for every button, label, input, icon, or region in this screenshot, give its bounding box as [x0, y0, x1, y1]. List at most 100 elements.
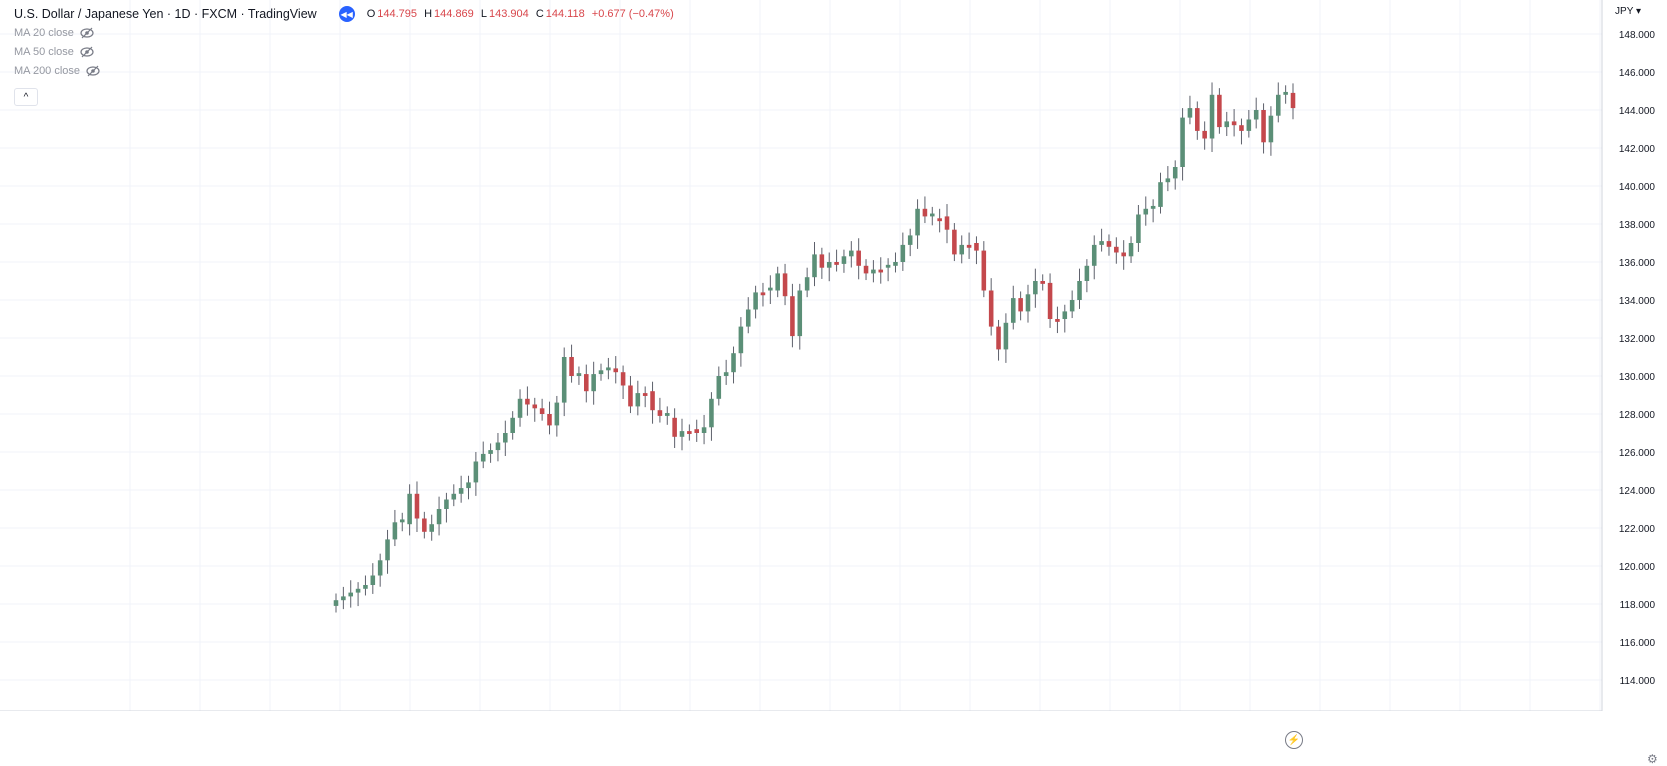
- candle[interactable]: [834, 249, 839, 272]
- gear-icon[interactable]: ⚙: [1647, 752, 1658, 766]
- candle[interactable]: [1010, 285, 1016, 330]
- candle[interactable]: [1180, 108, 1185, 181]
- lightning-icon[interactable]: ⚡: [1285, 731, 1303, 749]
- candle[interactable]: [436, 496, 442, 536]
- candle[interactable]: [885, 258, 891, 282]
- candle[interactable]: [1239, 118, 1244, 145]
- candle[interactable]: [598, 363, 604, 381]
- eye-crossed-icon[interactable]: [80, 27, 94, 39]
- candle[interactable]: [480, 441, 486, 469]
- candle[interactable]: [606, 357, 611, 380]
- candle[interactable]: [584, 364, 589, 403]
- candle[interactable]: [731, 346, 736, 384]
- candle[interactable]: [392, 509, 398, 547]
- candle[interactable]: [1018, 291, 1023, 321]
- candle[interactable]: [723, 359, 729, 385]
- candle[interactable]: [1209, 82, 1215, 152]
- candle[interactable]: [1121, 240, 1126, 270]
- candle[interactable]: [782, 263, 788, 306]
- candle[interactable]: [922, 196, 928, 224]
- candle[interactable]: [1055, 306, 1060, 334]
- eye-crossed-icon[interactable]: [86, 65, 100, 77]
- candle[interactable]: [1283, 85, 1288, 104]
- candle[interactable]: [1136, 205, 1141, 252]
- candle[interactable]: [1150, 199, 1156, 223]
- candle[interactable]: [944, 204, 950, 244]
- candle[interactable]: [1195, 101, 1200, 140]
- candle[interactable]: [385, 529, 390, 574]
- candle[interactable]: [959, 235, 965, 264]
- candle[interactable]: [687, 424, 692, 441]
- candle[interactable]: [1047, 273, 1053, 328]
- candle[interactable]: [503, 420, 508, 456]
- time-axis[interactable]: [0, 711, 1667, 760]
- candle[interactable]: [981, 241, 987, 298]
- candle[interactable]: [1246, 110, 1252, 138]
- candle[interactable]: [753, 285, 758, 319]
- candle[interactable]: [915, 199, 920, 249]
- candle[interactable]: [760, 282, 766, 307]
- candle[interactable]: [355, 582, 361, 607]
- candle[interactable]: [1091, 235, 1097, 280]
- candle[interactable]: [1261, 103, 1266, 154]
- candle[interactable]: [1202, 121, 1207, 150]
- candle[interactable]: [790, 283, 795, 348]
- candle[interactable]: [856, 238, 861, 280]
- candle[interactable]: [569, 344, 574, 383]
- candle[interactable]: [532, 397, 538, 422]
- candle[interactable]: [1268, 106, 1274, 156]
- candle[interactable]: [974, 236, 979, 265]
- candle[interactable]: [1033, 268, 1038, 308]
- candle[interactable]: [988, 278, 994, 336]
- candle[interactable]: [539, 398, 545, 421]
- ma-20-row[interactable]: MA 20 close: [14, 27, 94, 39]
- candle[interactable]: [937, 208, 942, 233]
- candle[interactable]: [930, 206, 935, 226]
- candle[interactable]: [1069, 290, 1075, 319]
- candle[interactable]: [341, 586, 346, 610]
- candle[interactable]: [591, 361, 596, 405]
- candle[interactable]: [1003, 313, 1009, 363]
- candle[interactable]: [348, 580, 354, 608]
- candle[interactable]: [819, 247, 825, 279]
- currency-selector[interactable]: JPY ▾: [1615, 6, 1641, 17]
- candle[interactable]: [775, 266, 780, 298]
- candle[interactable]: [429, 514, 434, 541]
- candle[interactable]: [1084, 259, 1090, 293]
- candle[interactable]: [620, 365, 626, 399]
- candle[interactable]: [576, 366, 582, 385]
- candle[interactable]: [878, 257, 884, 284]
- candle[interactable]: [716, 366, 722, 406]
- candle[interactable]: [826, 252, 832, 282]
- candle[interactable]: [1290, 83, 1296, 120]
- candle[interactable]: [900, 232, 906, 271]
- candle[interactable]: [1128, 236, 1134, 263]
- candle[interactable]: [333, 593, 339, 613]
- candle[interactable]: [377, 553, 383, 587]
- candle[interactable]: [893, 252, 898, 273]
- candle[interactable]: [907, 228, 913, 257]
- candle[interactable]: [517, 389, 523, 427]
- candle[interactable]: [1099, 228, 1104, 252]
- candle[interactable]: [488, 443, 493, 463]
- candle[interactable]: [657, 397, 663, 423]
- candle[interactable]: [849, 241, 854, 268]
- candle[interactable]: [444, 492, 449, 523]
- candle[interactable]: [1040, 274, 1045, 291]
- candle[interactable]: [709, 392, 714, 441]
- candle[interactable]: [370, 563, 376, 594]
- candle[interactable]: [664, 406, 670, 425]
- candle[interactable]: [547, 401, 552, 435]
- candle[interactable]: [996, 319, 1001, 361]
- candle[interactable]: [797, 283, 803, 350]
- candle[interactable]: [635, 380, 641, 416]
- candle[interactable]: [466, 475, 471, 500]
- candle[interactable]: [871, 260, 876, 283]
- ma-200-row[interactable]: MA 200 close: [14, 65, 100, 77]
- candle[interactable]: [812, 242, 817, 287]
- candle[interactable]: [841, 249, 847, 273]
- candle[interactable]: [451, 484, 457, 507]
- candle[interactable]: [672, 408, 677, 449]
- candle[interactable]: [1217, 88, 1222, 134]
